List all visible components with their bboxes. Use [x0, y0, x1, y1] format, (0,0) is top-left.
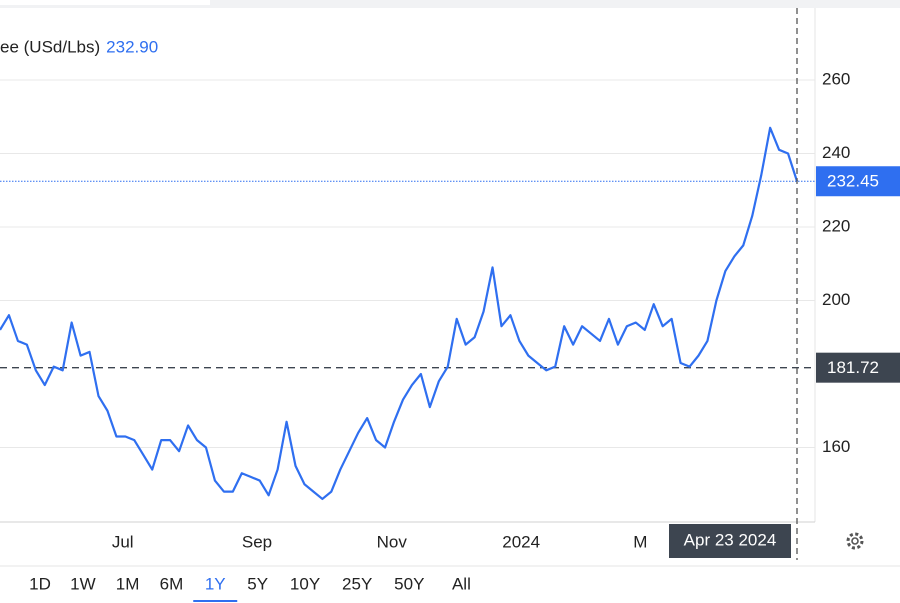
range-button[interactable]: 50Y: [394, 574, 424, 593]
range-button[interactable]: 1M: [116, 574, 140, 593]
chart-title: ee (USd/Lbs): [0, 37, 100, 56]
range-button[interactable]: 10Y: [290, 574, 320, 593]
x-tick-label: Jul: [112, 532, 134, 551]
y-tick-label: 160: [822, 437, 850, 456]
top-strip: [0, 0, 900, 8]
y-tick-label: 200: [822, 290, 850, 309]
price-badge: [816, 166, 900, 197]
range-button[interactable]: 1D: [29, 574, 51, 593]
y-tick-label: 260: [822, 69, 850, 88]
price-badge-label: 232.45: [827, 172, 879, 191]
x-tick-label: Nov: [377, 532, 408, 551]
title-value: 232.90: [106, 37, 158, 56]
y-tick-label: 220: [822, 216, 850, 235]
range-button[interactable]: 1Y: [205, 574, 226, 593]
range-button[interactable]: 1W: [70, 574, 96, 593]
y-tick-label: 240: [822, 143, 850, 162]
range-button[interactable]: 6M: [160, 574, 184, 593]
range-button[interactable]: 25Y: [342, 574, 372, 593]
crosshair-badge: [669, 524, 791, 558]
price-badge-label: 181.72: [827, 358, 879, 377]
settings-icon[interactable]: [846, 532, 864, 550]
crosshair-label: Apr 23 2024: [684, 530, 777, 549]
price-line: [0, 126, 799, 501]
price-badge: [816, 352, 900, 383]
x-tick-label: M: [633, 532, 647, 551]
range-button[interactable]: All: [452, 574, 471, 593]
range-button[interactable]: 5Y: [247, 574, 268, 593]
x-tick-label: 2024: [502, 532, 540, 551]
top-tab: [0, 0, 210, 5]
x-tick-label: Sep: [242, 532, 272, 551]
